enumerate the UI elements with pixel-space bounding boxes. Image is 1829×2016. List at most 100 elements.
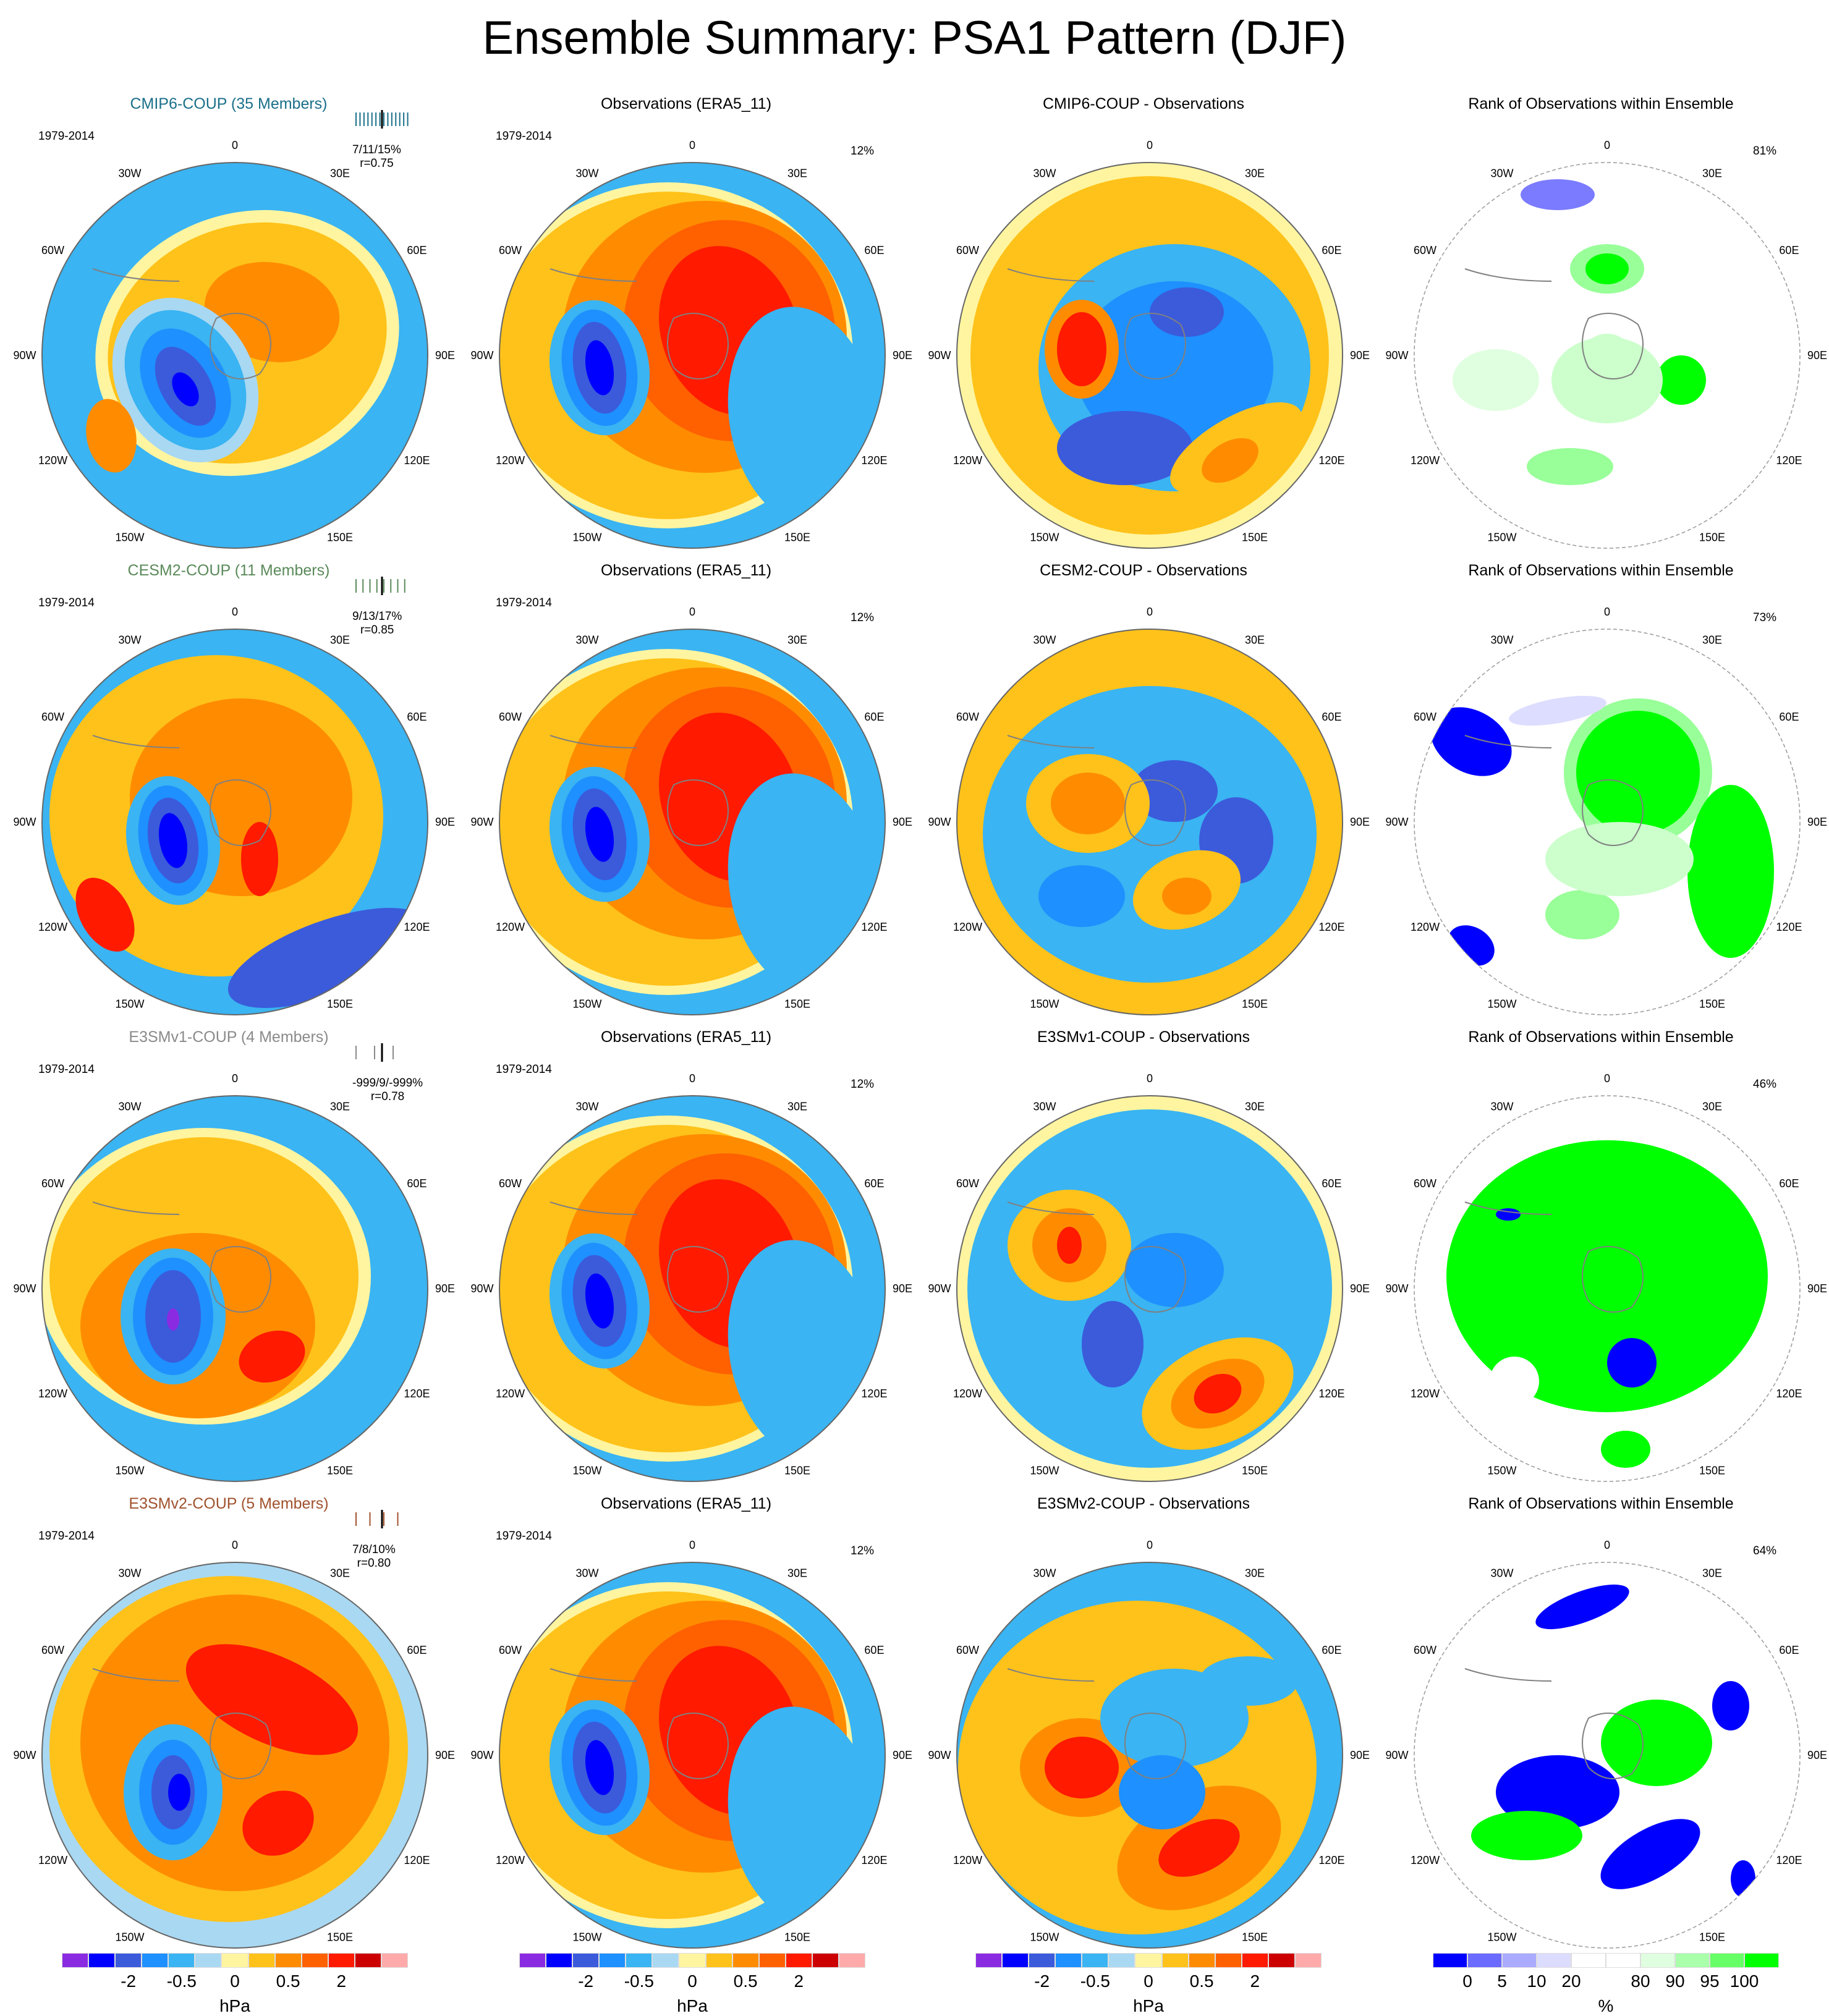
longitude-label: 120W [496,1387,525,1400]
longitude-label: 30E [1702,1101,1722,1113]
longitude-label: 30W [575,634,598,646]
longitude-label: 90W [1385,1749,1408,1761]
longitude-label: 90W [928,1282,951,1295]
colorbar-tick-label: 0.5 [733,1972,758,1991]
figure-title: Ensemble Summary: PSA1 Pattern (DJF) [482,12,1347,64]
contour-region [1582,334,1632,377]
antarctica-coastline [1124,1246,1186,1313]
polar-map: 030E60E90E120E150E180150W120W90W60W30W [13,606,455,1015]
longitude-label: 0 [1604,606,1610,618]
longitude-label: 30W [575,167,598,180]
panel-title: CESM2-COUP (11 Members) [127,562,330,579]
longitude-label: 0 [1604,1072,1610,1085]
longitude-label: 150W [1487,1464,1516,1476]
south-america-coastline [1464,1668,1552,1682]
longitude-label: 30E [787,167,807,180]
panel-r1-model: CMIP6-COUP (35 Members) 1979-2014 7/11/15%… [0,93,457,559]
panel-title: CESM2-COUP - Observations [1040,562,1247,579]
colorbar-hpa-2: -2 -0.5 0 0.5 2 hPa [519,1953,865,2015]
colorbar-swatch [221,1953,248,1968]
contour-region [1150,287,1224,337]
correlation-value: r=0.80 [357,1557,391,1570]
longitude-label: 120E [404,1387,430,1400]
stats-value: 7/11/15% [352,143,401,156]
longitude-label: 30W [1033,634,1056,646]
antarctica-coastline [210,1246,271,1313]
longitude-label: 90E [1807,349,1827,362]
map-border [41,629,428,1015]
contour-region [585,1740,614,1795]
longitude-label: 90E [893,816,912,828]
longitude-label: 30E [1245,1567,1265,1580]
longitude-label: 150E [1242,1464,1268,1476]
contour-region [728,1240,880,1461]
colorbar-swatch [1433,1953,1467,1968]
field-layers [957,629,1343,1015]
colorbar-unit: hPa [219,1996,250,2015]
percent-label: 64% [1753,1544,1777,1557]
ensemble-tick-strip [355,577,405,595]
percent-label: 12% [851,611,875,624]
longitude-label: 120E [1318,921,1344,933]
antarctica-coastline [210,313,271,379]
longitude-label: 60E [1779,711,1799,723]
longitude-label: 150E [1242,1931,1268,1943]
south-america-coastline [550,735,637,748]
colorbar-swatch [1002,1953,1029,1968]
longitude-label: 120W [496,1854,525,1866]
contour-region [585,1273,614,1329]
map-border [1414,1562,1801,1949]
contour-region [1131,760,1218,822]
colorbar-swatch [705,1953,732,1968]
contour-region [1430,707,1512,776]
colorbar-tick-label: -0.5 [166,1972,197,1991]
map-border [956,1562,1343,1949]
contour-region [1057,411,1193,485]
period-label: 1979-2014 [496,1063,552,1076]
longitude-label: 120W [1411,454,1440,467]
longitude-label: 60E [1322,711,1341,723]
colorbar-hpa-3: -2 -0.5 0 0.5 2 hPa [975,1953,1322,2015]
colorbar-swatch [195,1953,222,1968]
longitude-label: 60E [1322,1644,1341,1656]
colorbar-swatch [301,1953,328,1968]
ensemble-tick-strip [355,1510,399,1528]
stats-label: 7/11/15% r=0.75 [352,143,401,171]
longitude-label: 30E [1702,1567,1722,1580]
colorbar-swatch [599,1953,626,1968]
map-border [499,1562,886,1949]
longitude-label: 150W [1487,531,1516,543]
longitude-label: 90W [13,1282,36,1295]
contour-region [167,1308,179,1331]
antarctica-coastline [1582,1246,1644,1313]
longitude-label: 120W [38,454,67,467]
longitude-label: 120E [861,454,887,467]
field-layers [1414,163,1800,548]
antarctica-coastline [210,1713,271,1779]
colorbar-swatch [1675,1953,1710,1968]
colorbar-swatch [88,1953,116,1968]
panel-r3-diff: E3SMv1-COUP - Observations 0 30E 60E 90E 120E… [915,1026,1372,1493]
longitude-label: 30W [575,1567,598,1580]
percent-label: 73% [1753,611,1777,624]
field-layers [42,1562,428,1948]
colorbar-unit: % [1598,1996,1614,2015]
colorbar-swatch [62,1953,89,1968]
longitude-label: 150E [327,1464,353,1476]
colorbar-tick-label: 95 [1700,1972,1720,1991]
longitude-label: 150W [572,531,601,543]
contour-region [728,307,880,528]
colorbar-tick-label: 0 [1462,1972,1472,1991]
longitude-label: 30W [118,1567,141,1580]
panel-r1-diff: CMIP6-COUP - Observations 0 30E 60E 90E 120E 1… [915,93,1372,559]
longitude-label: 120W [1411,1854,1440,1866]
longitude-label: 120E [1776,1387,1802,1400]
longitude-label: 90E [435,816,455,828]
colorbar-swatch [328,1953,355,1968]
contour-region [1509,695,1606,726]
polar-map: 030E60E90E120E150E180150W120W90W60W30W [470,1539,912,1949]
colorbar-rank: 0 5 10 20 80 90 95 100% [1433,1953,1779,2015]
longitude-label: 120W [1411,921,1440,933]
colorbar-tick-label: 20 [1561,1972,1581,1991]
longitude-label: 60E [407,1644,426,1656]
